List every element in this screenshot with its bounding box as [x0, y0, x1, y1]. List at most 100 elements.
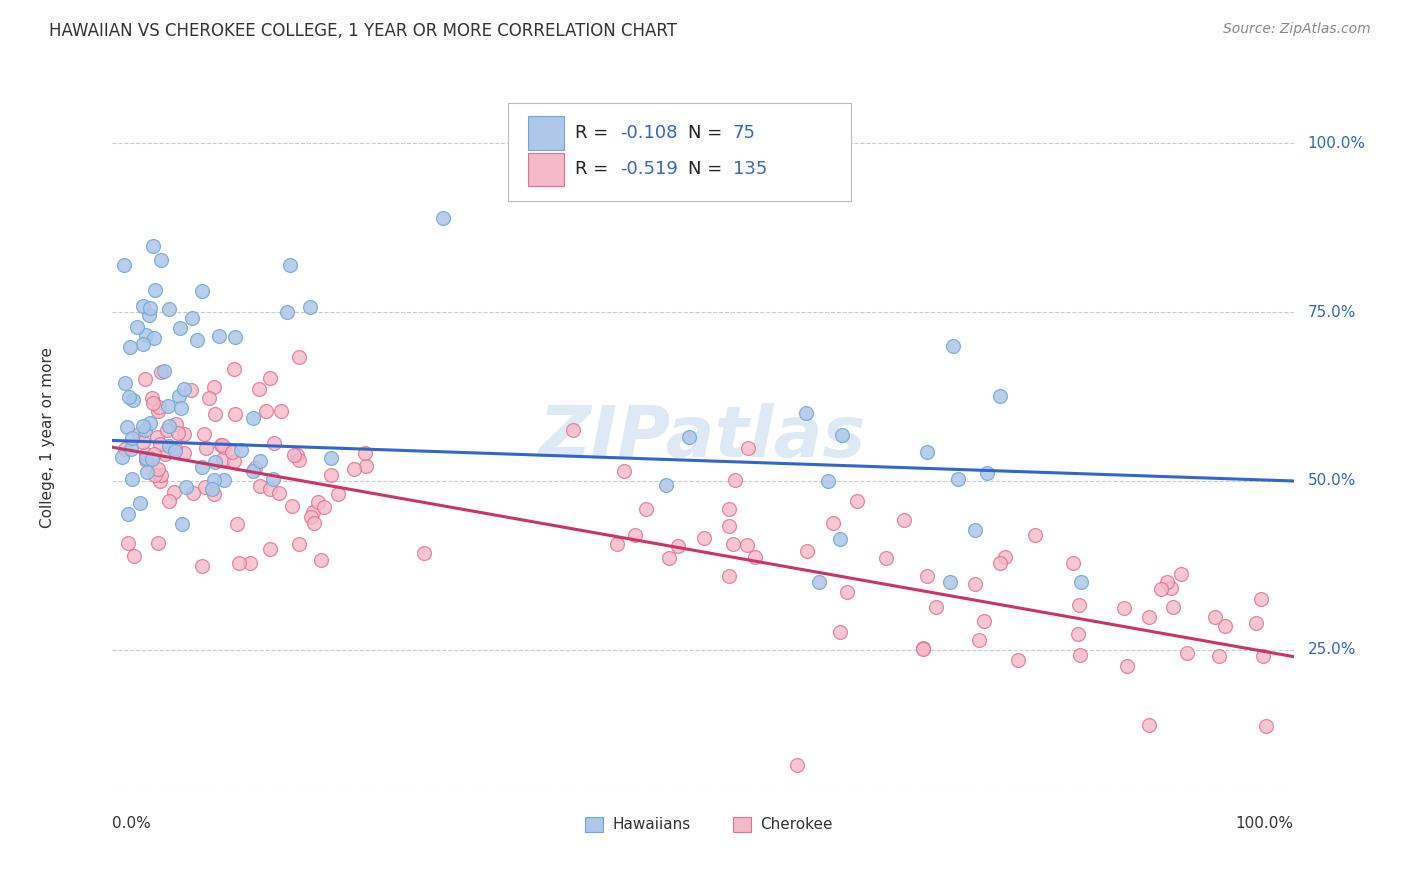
Point: [1116, 658, 1139, 673]
Point: [1251, 648, 1274, 663]
FancyBboxPatch shape: [508, 103, 851, 201]
Point: [1170, 566, 1192, 581]
Point: [186, 334, 208, 348]
Point: [143, 330, 166, 344]
Point: [243, 461, 266, 475]
Point: [717, 518, 740, 533]
Point: [288, 453, 311, 467]
Point: [141, 452, 163, 467]
Point: [132, 435, 155, 450]
Point: [613, 464, 636, 478]
Point: [201, 482, 224, 496]
Point: [1062, 556, 1084, 570]
Point: [837, 584, 859, 599]
Point: [678, 430, 700, 444]
Point: [181, 486, 204, 500]
Point: [1137, 610, 1160, 624]
Point: [737, 539, 759, 553]
Point: [1160, 581, 1182, 595]
Point: [120, 340, 142, 354]
Point: [1213, 619, 1236, 633]
Text: R =: R =: [575, 124, 614, 142]
Point: [148, 400, 170, 414]
Point: [718, 569, 741, 583]
Point: [1112, 600, 1135, 615]
Point: [134, 423, 156, 437]
Point: [994, 549, 1017, 564]
Text: 75.0%: 75.0%: [1308, 304, 1355, 319]
Point: [925, 599, 948, 614]
Point: [307, 495, 329, 509]
Point: [828, 624, 851, 639]
Point: [319, 450, 342, 465]
Point: [208, 328, 231, 343]
Point: [786, 757, 808, 772]
Point: [224, 362, 246, 376]
Point: [173, 382, 195, 396]
Point: [263, 436, 285, 450]
Point: [432, 211, 454, 225]
Point: [288, 537, 311, 551]
Text: N =: N =: [688, 161, 728, 178]
Point: [1208, 649, 1230, 664]
Point: [165, 417, 187, 432]
Point: [226, 517, 249, 532]
Point: [149, 474, 172, 488]
Point: [328, 487, 350, 501]
FancyBboxPatch shape: [529, 153, 564, 186]
Point: [146, 536, 169, 550]
Point: [634, 502, 657, 516]
Point: [1067, 598, 1090, 612]
Point: [283, 448, 305, 462]
Point: [141, 391, 163, 405]
Point: [204, 454, 226, 468]
Point: [191, 559, 214, 574]
Point: [180, 311, 202, 326]
Point: [204, 408, 226, 422]
Text: -0.108: -0.108: [620, 124, 678, 142]
Point: [120, 442, 142, 456]
Point: [259, 482, 281, 496]
Point: [1070, 575, 1092, 590]
Text: -0.519: -0.519: [620, 161, 678, 178]
Point: [319, 468, 342, 483]
Point: [167, 426, 190, 441]
Point: [149, 468, 172, 483]
Point: [157, 439, 180, 453]
Point: [209, 438, 232, 452]
Point: [247, 382, 270, 396]
Point: [139, 416, 162, 430]
Point: [146, 430, 169, 444]
Point: [976, 467, 998, 481]
Point: [191, 459, 214, 474]
Point: [875, 551, 897, 566]
Point: [202, 473, 225, 487]
Point: [143, 283, 166, 297]
Point: [717, 501, 740, 516]
Point: [343, 462, 366, 476]
Point: [156, 399, 179, 413]
Point: [808, 575, 831, 590]
Point: [173, 445, 195, 459]
Point: [204, 380, 226, 394]
Text: 0.0%: 0.0%: [112, 816, 152, 831]
Point: [830, 532, 852, 546]
Text: 100.0%: 100.0%: [1236, 816, 1294, 831]
Point: [169, 321, 191, 335]
Point: [152, 364, 174, 378]
Point: [121, 431, 143, 445]
Point: [915, 569, 938, 583]
Point: [242, 410, 264, 425]
Point: [194, 479, 217, 493]
Text: 75: 75: [733, 124, 755, 142]
Point: [170, 401, 193, 415]
Point: [117, 420, 139, 434]
Text: 25.0%: 25.0%: [1308, 642, 1355, 657]
Point: [988, 557, 1011, 571]
Point: [1254, 719, 1277, 733]
Point: [285, 448, 308, 462]
Point: [1244, 615, 1267, 630]
Point: [893, 512, 915, 526]
Point: [238, 556, 260, 570]
Point: [281, 500, 304, 514]
